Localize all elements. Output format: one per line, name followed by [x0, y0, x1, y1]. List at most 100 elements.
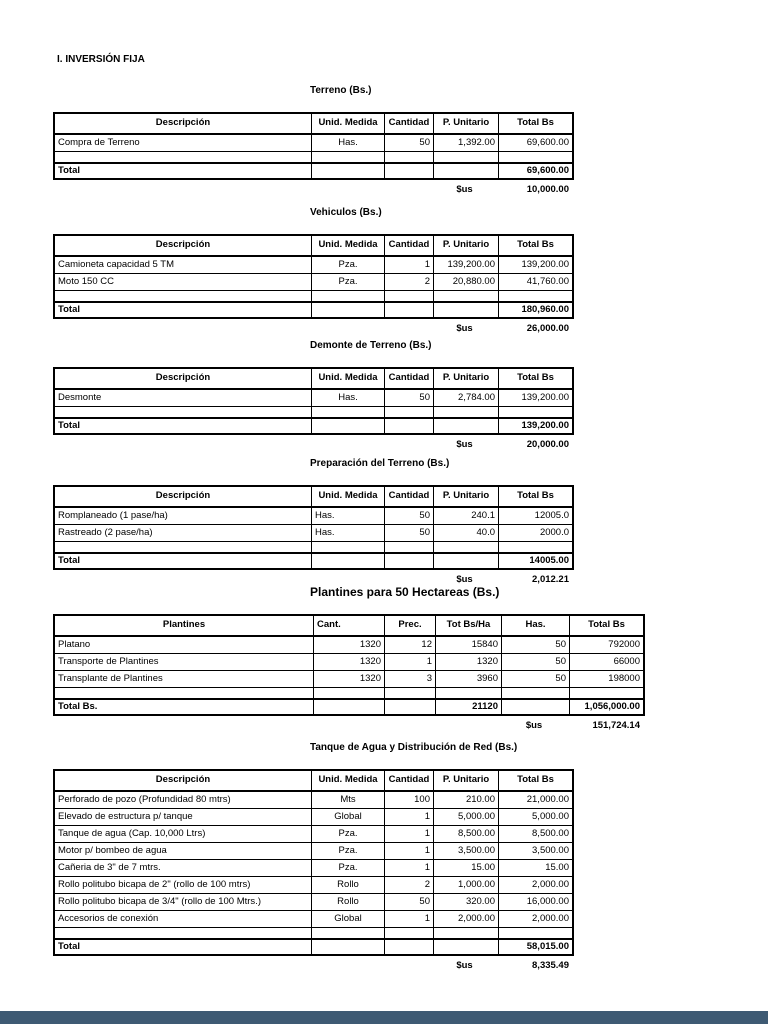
column-header: Plantines	[55, 616, 314, 635]
table-cell: Pza.	[312, 860, 385, 876]
empty-cell	[570, 688, 643, 698]
column-header: Descripción	[55, 487, 312, 506]
table-cell: Has.	[312, 508, 385, 524]
empty-cell	[434, 407, 499, 417]
column-header: Descripción	[55, 771, 312, 790]
empty-row	[55, 152, 572, 162]
table-cell: 5,000.00	[434, 809, 499, 825]
table-cell: 240.1	[434, 508, 499, 524]
table-cell: 3,500.00	[434, 843, 499, 859]
table-cell: 20,880.00	[434, 274, 499, 290]
column-header: Has.	[502, 616, 570, 635]
table-cell: 50	[502, 654, 570, 670]
table-cell: Cañeria de 3" de 7 mtrs.	[55, 860, 312, 876]
empty-cell	[55, 542, 312, 552]
sus-spacer	[53, 322, 432, 335]
table-header-row: Descripción Unid. Medida Cantidad P. Unitar…	[55, 369, 572, 390]
empty-cell	[385, 291, 434, 301]
table-row: Desmonte Has. 50 2,784.00 139,200.00	[55, 390, 572, 407]
sus-value: 2,012.21	[532, 574, 569, 585]
total-cell	[434, 940, 499, 954]
total-cell	[434, 419, 499, 433]
table-cell: 2,000.00	[434, 911, 499, 927]
column-header: P. Unitario	[434, 771, 499, 790]
column-header: Cantidad	[385, 114, 434, 133]
total-cell: 180,960.00	[521, 304, 569, 315]
table-row: Perforado de pozo (Profundidad 80 mtrs) M…	[55, 792, 572, 809]
table-cell: 15840	[436, 637, 502, 653]
table-cell: Rollo politubo bicapa de 3/4" (rollo de …	[55, 894, 312, 910]
column-header: Unid. Medida	[312, 236, 385, 255]
table-cell: 198000	[608, 673, 640, 684]
sus-value: 10,000.00	[526, 184, 569, 195]
table-cell: 8,500.00	[434, 826, 499, 842]
table-cell: 69,600.00	[526, 137, 569, 148]
table-cell: 210.00	[434, 792, 499, 808]
section: Plantines para 50 Hectareas (Bs.) Plantin…	[53, 585, 645, 732]
empty-cell	[499, 928, 572, 938]
table-cell: Has.	[312, 390, 385, 406]
table-cell: Transporte de Plantines	[55, 654, 314, 670]
table-row: Motor p/ bombeo de agua Pza. 1 3,500.00 3,50…	[55, 843, 572, 860]
total-cell	[314, 700, 385, 714]
data-table: Descripción Unid. Medida Cantidad P. Unitar…	[53, 234, 574, 319]
table-cell: Pza.	[312, 843, 385, 859]
column-header: Prec.	[385, 616, 436, 635]
total-row: Total 69,600.00	[55, 162, 572, 178]
table-cell: Accesorios de conexión	[55, 911, 312, 927]
table-cell: 1	[385, 257, 434, 273]
empty-cell	[385, 688, 436, 698]
total-label-cell: Total	[55, 940, 312, 954]
table-cell: 50	[385, 135, 434, 151]
total-row: Total 180,960.00	[55, 301, 572, 317]
table-cell: 1320	[436, 654, 502, 670]
table-row: Elevado de estructura p/ tanque Global 1 5,…	[55, 809, 572, 826]
sus-currency-label: $us	[456, 439, 473, 450]
total-label-cell: Total	[55, 554, 312, 568]
empty-cell	[55, 291, 312, 301]
table-cell: Transplante de Plantines	[55, 671, 314, 687]
table-row: Romplaneado (1 pase/ha) Has. 50 240.1 12005.…	[55, 508, 572, 525]
sus-row: $us 20,000.00	[53, 438, 574, 451]
table-cell: 50	[502, 671, 570, 687]
table-cell: 1320	[314, 671, 385, 687]
empty-cell	[434, 152, 499, 162]
total-cell	[312, 940, 385, 954]
section-title: Plantines para 50 Hectareas (Bs.)	[310, 585, 500, 599]
empty-cell	[312, 542, 385, 552]
empty-cell	[434, 542, 499, 552]
total-label-cell: Total Bs.	[55, 700, 314, 714]
sus-currency-label: $us	[456, 574, 473, 585]
column-header: Cantidad	[385, 771, 434, 790]
table-cell: 3	[385, 671, 436, 687]
empty-cell	[499, 152, 572, 162]
table-row: Tanque de agua (Cap. 10,000 Ltrs) Pza. 1 8,…	[55, 826, 572, 843]
table-cell: Camioneta capacidad 5 TM	[55, 257, 312, 273]
total-cell	[385, 419, 434, 433]
empty-cell	[312, 407, 385, 417]
sus-row: $us 26,000.00	[53, 322, 574, 335]
table-cell: 100	[385, 792, 434, 808]
total-cell	[312, 164, 385, 178]
table-cell: 2	[385, 877, 434, 893]
table-row: Accesorios de conexión Global 1 2,000.00 2,0…	[55, 911, 572, 928]
table-cell: Pza.	[312, 257, 385, 273]
table-row: Rastreado (2 pase/ha) Has. 50 40.0 2000.0	[55, 525, 572, 542]
table-cell: 15.00	[545, 862, 569, 873]
table-cell: 139,200.00	[521, 259, 569, 270]
table-cell: Has.	[312, 525, 385, 541]
column-header: Unid. Medida	[312, 487, 385, 506]
table-cell: 50	[385, 390, 434, 406]
data-table: Descripción Unid. Medida Cantidad P. Unitar…	[53, 769, 574, 956]
section: Vehiculos (Bs.) Descripción Unid. Medida Ca…	[53, 207, 574, 335]
table-header-row: Descripción Unid. Medida Cantidad P. Unitar…	[55, 771, 572, 792]
table-cell: Compra de Terreno	[55, 135, 312, 151]
empty-cell	[55, 928, 312, 938]
table-row: Cañeria de 3" de 7 mtrs. Pza. 1 15.00 15.00	[55, 860, 572, 877]
table-cell: 1	[385, 860, 434, 876]
table-cell: Desmonte	[55, 390, 312, 406]
total-row: Total 139,200.00	[55, 417, 572, 433]
column-header: Total Bs	[588, 619, 625, 630]
